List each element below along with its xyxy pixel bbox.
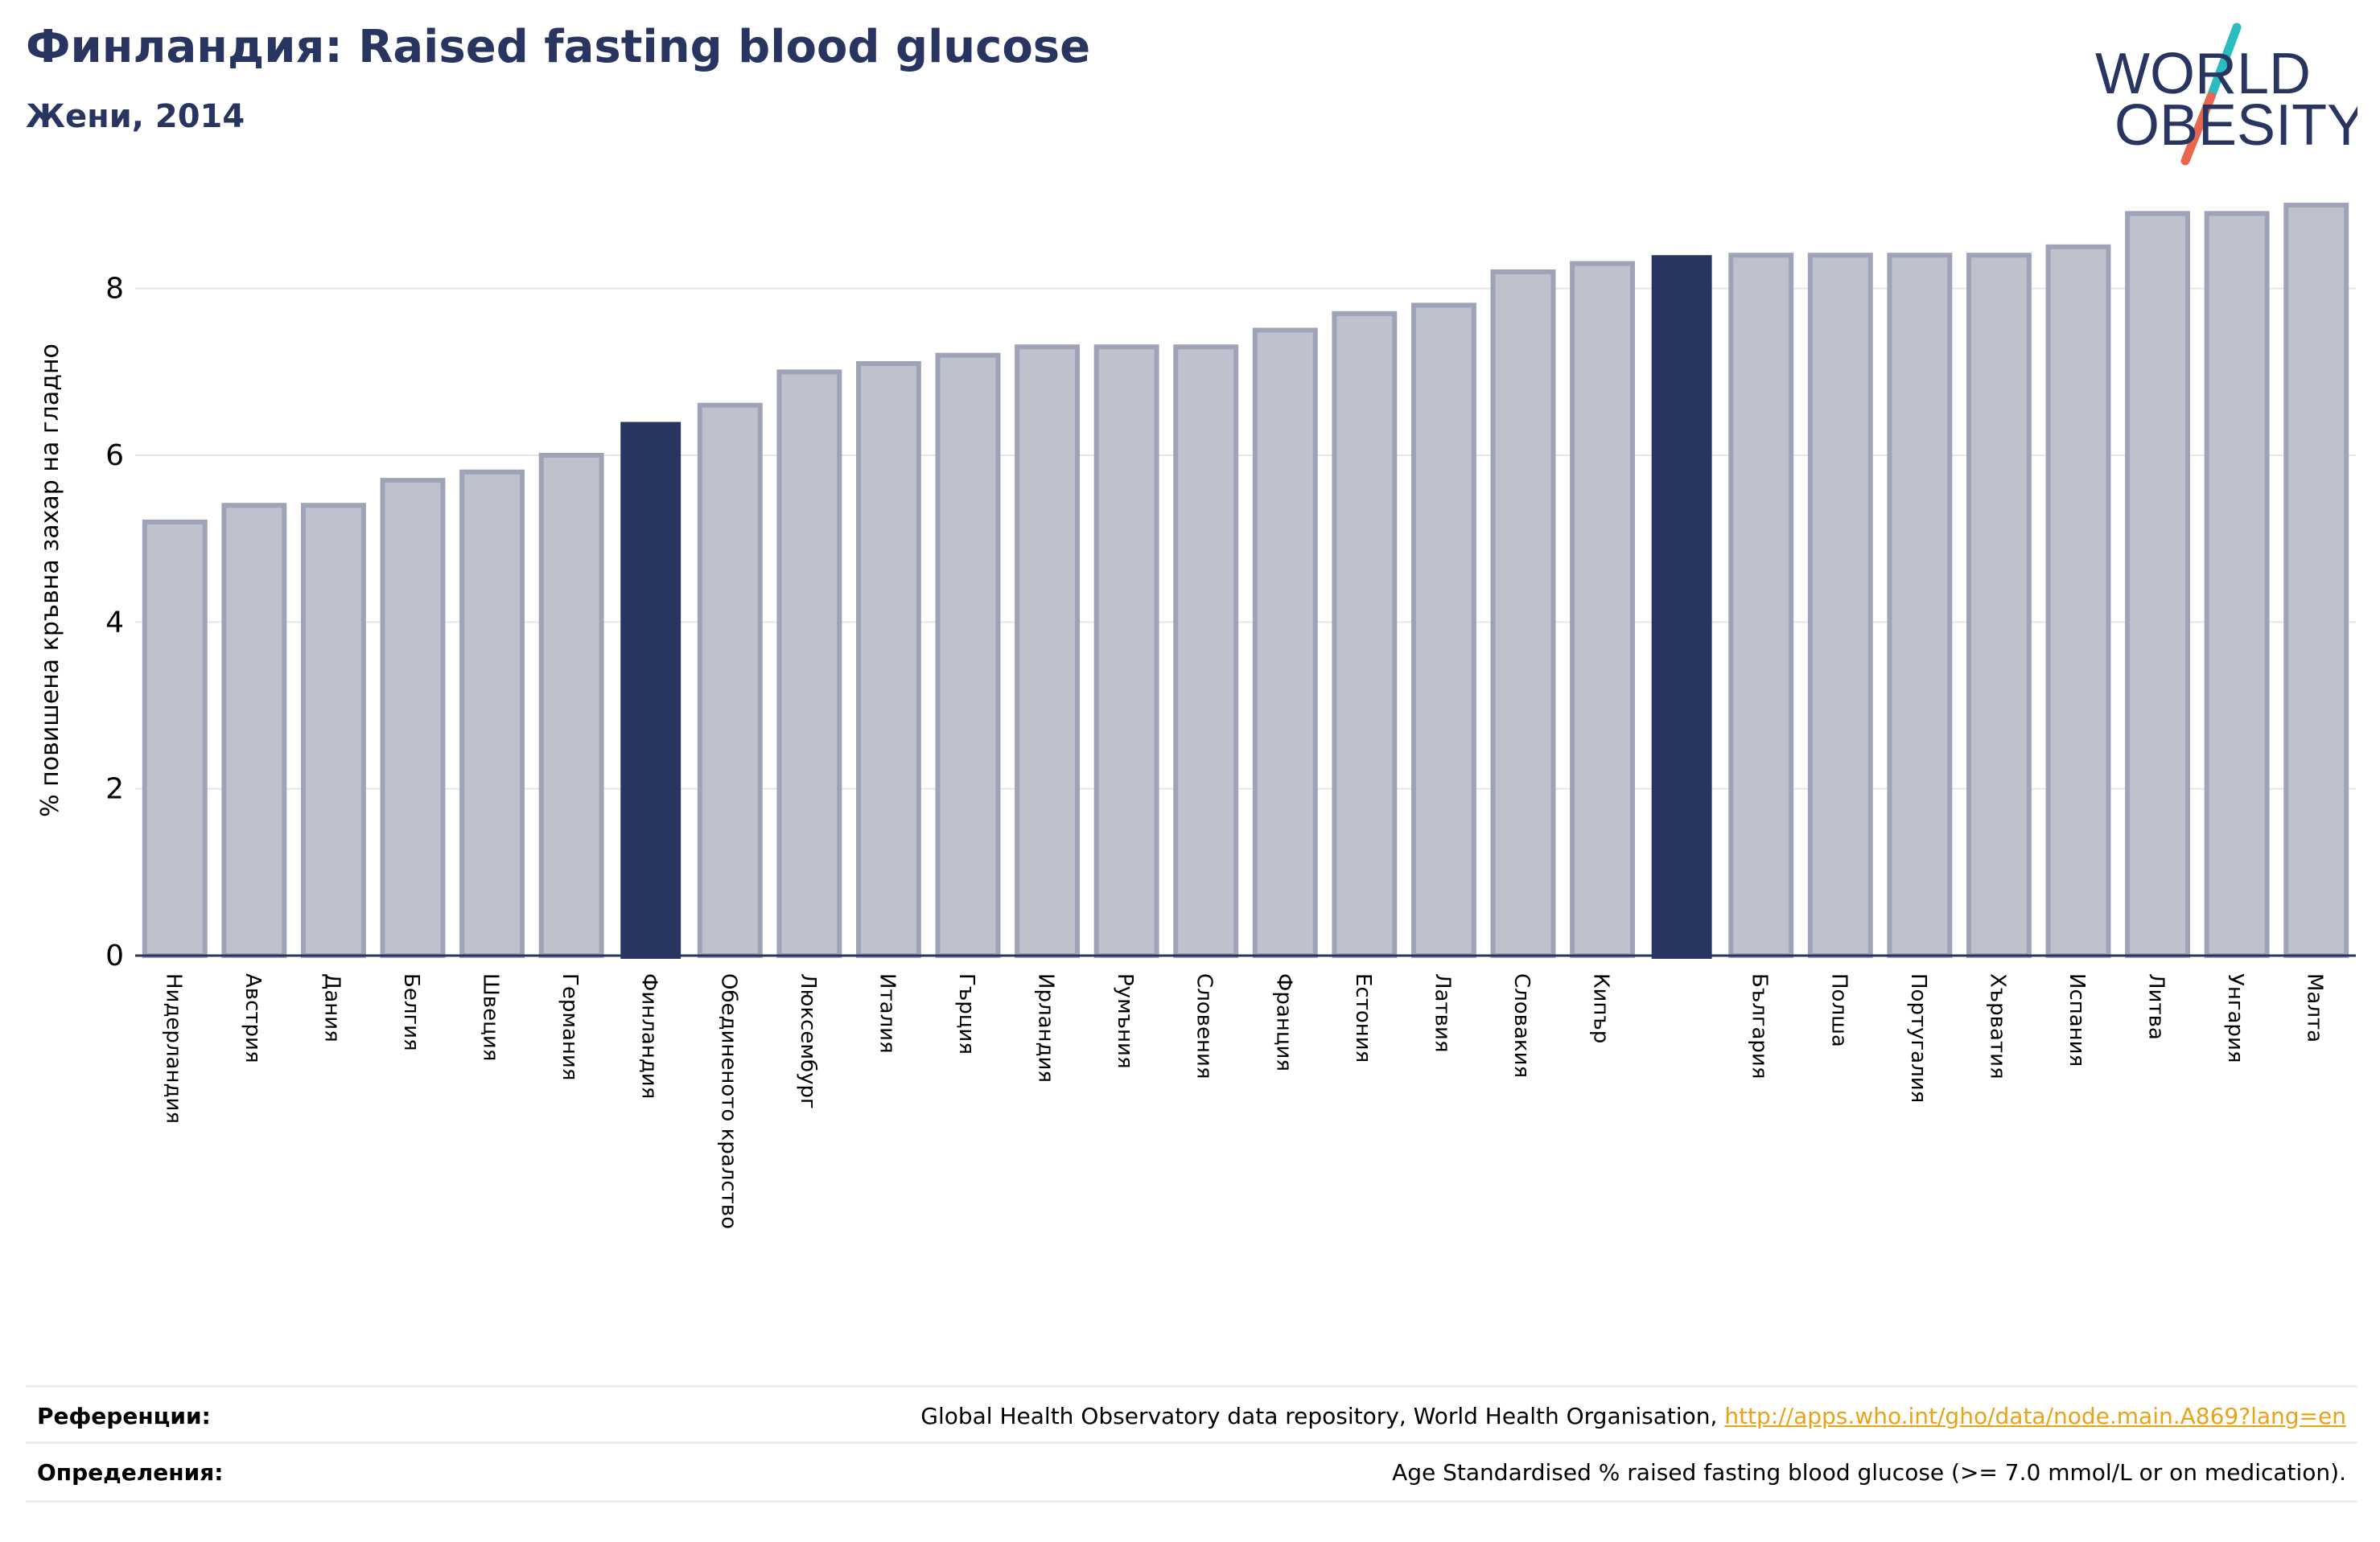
- bar-Нидерландия: [142, 519, 208, 958]
- y-tick-label: 4: [105, 606, 124, 639]
- x-tick-label: Литва: [2144, 973, 2168, 1040]
- bar-Полша: [1807, 253, 1873, 958]
- x-tick-label: Нидерландия: [161, 973, 185, 1124]
- x-tick-label: Ирландия: [1034, 973, 1058, 1083]
- x-tick-label: Австрия: [241, 973, 265, 1063]
- definitions-row: Определения: Age Standardised % raised f…: [26, 1441, 2357, 1503]
- bar-Дания: [300, 503, 366, 958]
- x-tick-label: Полша: [1826, 973, 1851, 1047]
- definitions-text: Age Standardised % raised fasting blood …: [1392, 1458, 2346, 1486]
- x-tick-label: Унгария: [2223, 973, 2247, 1063]
- bar-Германия: [538, 453, 604, 958]
- x-tick-label: Италия: [875, 973, 899, 1054]
- bar-Латвия: [1410, 302, 1476, 958]
- chart-subtitle: Жени, 2014: [26, 98, 245, 135]
- bar-Словакия: [1490, 269, 1556, 958]
- references-value: Global Health Observatory data repositor…: [920, 1403, 2357, 1429]
- x-tick-label: Обединеното кралство: [716, 973, 740, 1229]
- bar-Естония: [1332, 310, 1398, 958]
- x-tick-label: Естония: [1351, 973, 1375, 1063]
- definitions-label: Определения:: [37, 1458, 224, 1486]
- bar-Литва: [2125, 211, 2191, 959]
- x-tick-label: Гърция: [954, 973, 978, 1055]
- y-tick-label: 8: [105, 273, 124, 306]
- references-text: Global Health Observatory data repositor…: [920, 1402, 1725, 1429]
- x-tick-label: Дания: [319, 973, 344, 1042]
- chart-title: Финландия: Raised fasting blood glucose: [26, 21, 1091, 73]
- logo-line1: WORLD: [2095, 42, 2311, 106]
- bar-Малта: [2283, 203, 2349, 958]
- y-tick-label: 2: [105, 773, 124, 806]
- x-tick-label: Румъния: [1113, 973, 1137, 1069]
- logo-line2: OBESITY: [2114, 93, 2357, 158]
- bar-Кипър: [1570, 261, 1636, 959]
- bar-Румъния: [1093, 344, 1159, 958]
- bar-Австрия: [221, 503, 287, 958]
- x-tick-label: Германия: [558, 973, 582, 1080]
- world-obesity-logo: WORLD OBESITY: [2095, 23, 2357, 166]
- bar-Ирландия: [1015, 344, 1081, 958]
- bar-Франция: [1252, 327, 1318, 958]
- x-tick-label: България: [1748, 973, 1772, 1079]
- x-tick-label: Швеция: [479, 973, 503, 1061]
- bar-Португалия: [1887, 253, 1953, 958]
- x-tick-label: Словакия: [1509, 973, 1534, 1078]
- bar-chart: 0 2 4 6 8 % повишена кръвна захар на гладно Ни…: [36, 203, 2356, 1229]
- bar-Обединеното кралство: [697, 402, 763, 958]
- x-tick-label: Латвия: [1430, 973, 1454, 1053]
- x-tick-label: Португалия: [1906, 973, 1930, 1103]
- bar-Хърватия: [1966, 253, 2032, 958]
- references-label: Референции:: [37, 1402, 211, 1429]
- y-tick-label: 6: [105, 439, 124, 472]
- bar-Финландия: [620, 421, 681, 959]
- x-tick-label: Кипър: [1589, 973, 1613, 1043]
- x-tick-label: Хърватия: [1985, 973, 2009, 1079]
- x-tick-label: Финландия: [637, 973, 661, 1099]
- bar-highlight: [1651, 255, 1712, 959]
- bar-Белгия: [380, 478, 446, 958]
- references-link[interactable]: http://apps.who.int/gho/data/node.main.A…: [1724, 1402, 2346, 1429]
- bar-Швеция: [459, 469, 525, 958]
- x-tick-label: Люксембург: [796, 973, 820, 1109]
- x-tick-label: Франция: [1271, 973, 1295, 1071]
- bar-Словения: [1173, 344, 1239, 958]
- references-row: Референции: Global Health Observatory da…: [26, 1385, 2357, 1444]
- bar-Гърция: [935, 352, 1001, 959]
- bar-Испания: [2045, 244, 2111, 959]
- x-tick-label: Словения: [1192, 973, 1217, 1079]
- y-tick-label: 0: [105, 940, 124, 972]
- bar-Унгария: [2204, 211, 2270, 959]
- bar-Люксембург: [776, 369, 842, 959]
- y-axis-label: % повишена кръвна захар на гладно: [36, 343, 64, 817]
- bar-България: [1728, 253, 1794, 958]
- x-tick-label: Испания: [2065, 973, 2089, 1067]
- bar-Италия: [855, 360, 921, 958]
- x-tick-label: Малта: [2303, 973, 2327, 1042]
- x-tick-label: Белгия: [399, 973, 423, 1051]
